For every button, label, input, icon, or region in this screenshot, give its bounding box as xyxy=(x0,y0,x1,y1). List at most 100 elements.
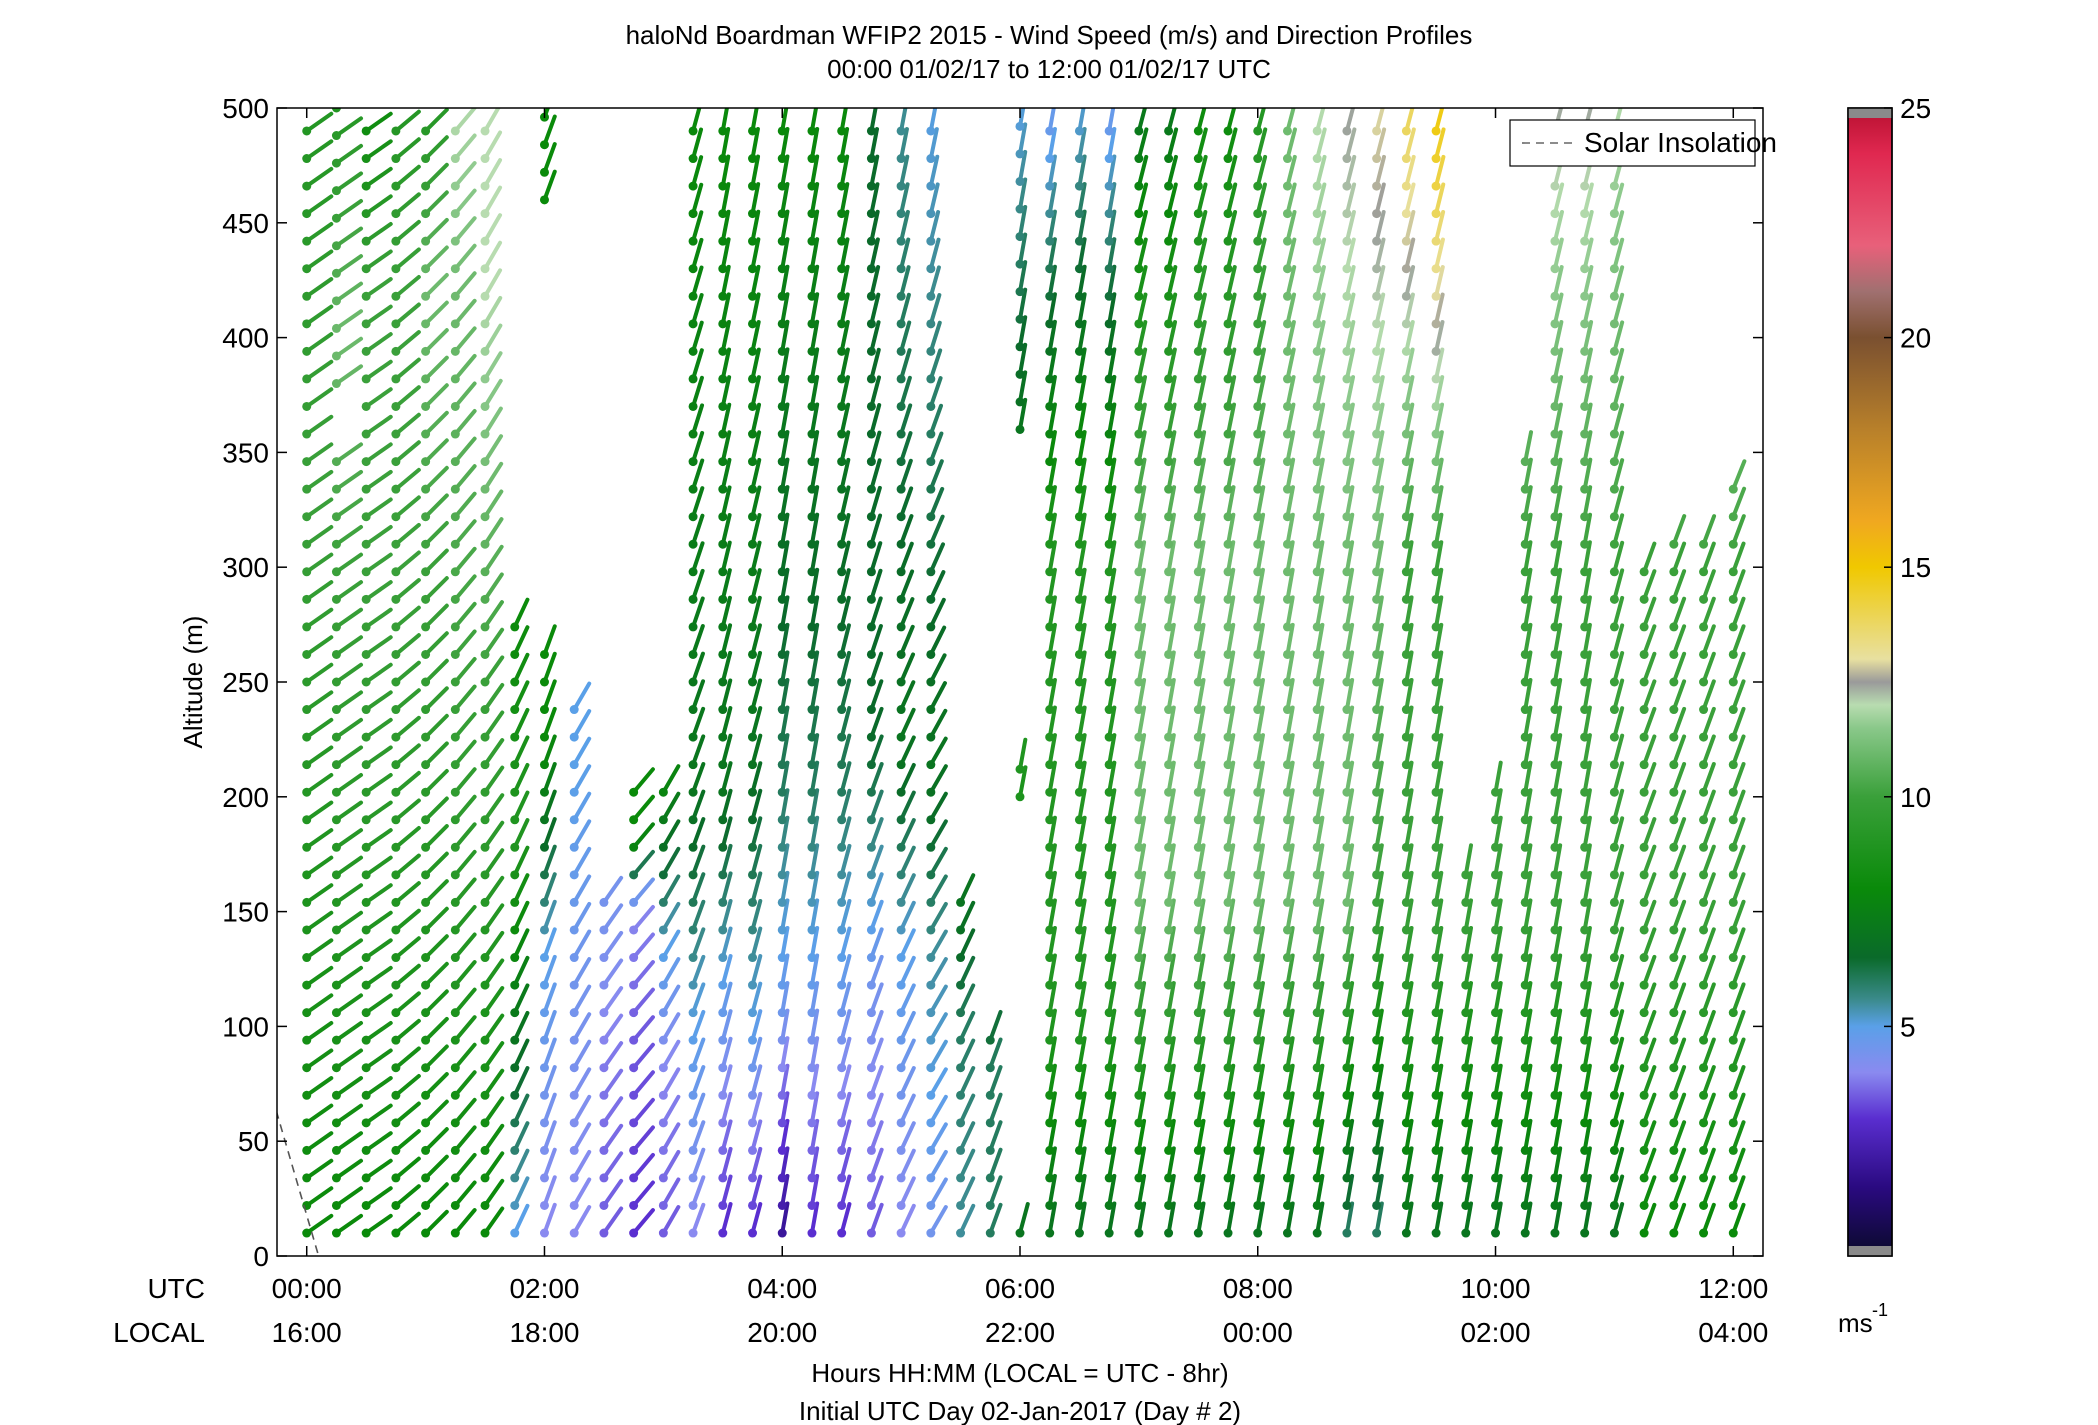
wind-barb-shaft xyxy=(720,1174,733,1208)
wind-barb-shaft xyxy=(1434,237,1445,271)
wind-barb-shaft xyxy=(1077,1036,1087,1070)
wind-barb-point xyxy=(688,484,698,494)
wind-barb-shaft xyxy=(1582,1008,1592,1043)
wind-barb-shaft xyxy=(453,987,477,1015)
wind-barb-shaft xyxy=(839,871,852,905)
wind-barb-shaft xyxy=(1731,624,1746,657)
wind-barb-point xyxy=(1193,1008,1203,1018)
wind-barb-point xyxy=(1104,1228,1114,1238)
wind-barb-shaft xyxy=(1434,1118,1444,1153)
wind-barb-point xyxy=(331,457,341,467)
wind-barb-shaft xyxy=(691,789,706,822)
wind-barb-point xyxy=(480,126,490,136)
wind-barb-shaft xyxy=(304,497,334,519)
wind-barb-point xyxy=(1372,760,1382,770)
wind-barb-point xyxy=(1193,154,1203,164)
wind-barb-point xyxy=(510,732,520,742)
wind-barb-point xyxy=(361,815,371,825)
wind-barb-point xyxy=(748,567,758,577)
wind-barb-shaft xyxy=(1285,127,1297,161)
wind-barb-shaft xyxy=(1374,430,1385,464)
wind-barb-shaft xyxy=(869,292,881,326)
wind-barb-point xyxy=(480,484,490,494)
wind-barb-shaft xyxy=(1612,210,1625,244)
wind-barb-point xyxy=(688,319,698,329)
wind-barb-point xyxy=(1669,1008,1679,1018)
wind-barb-shaft xyxy=(1731,1009,1746,1043)
wind-barb-point xyxy=(569,705,579,715)
wind-barb-shaft xyxy=(1552,182,1565,216)
wind-barb-shaft xyxy=(572,957,592,988)
wind-barb-shaft xyxy=(809,430,820,464)
wind-barb-shaft xyxy=(631,960,655,988)
wind-barb-shaft xyxy=(453,767,477,795)
wind-barb-point xyxy=(1104,374,1114,384)
wind-barb-shaft xyxy=(542,1147,557,1180)
wind-barb-shaft xyxy=(1731,844,1746,877)
wind-barb-point xyxy=(748,677,758,687)
wind-barb-point xyxy=(1164,374,1174,384)
wind-barb-point xyxy=(1580,815,1590,825)
wind-barb-point xyxy=(1431,677,1441,687)
wind-barb-point xyxy=(866,953,876,963)
wind-barb-point xyxy=(1134,512,1144,522)
wind-barb-shaft xyxy=(483,738,505,767)
wind-barb-point xyxy=(450,539,460,549)
wind-barb-point xyxy=(866,622,876,632)
wind-barb-shaft xyxy=(1493,1091,1503,1125)
wind-barb-shaft xyxy=(364,525,393,547)
wind-barb-shaft xyxy=(334,171,364,193)
wind-barb-point xyxy=(1520,622,1530,632)
wind-barb-point xyxy=(807,649,817,659)
wind-barb-point xyxy=(361,1035,371,1045)
wind-barb-shaft xyxy=(631,1042,655,1070)
wind-barb-point xyxy=(1193,1063,1203,1073)
y-tick-label: 50 xyxy=(238,1126,269,1157)
wind-barb-point xyxy=(1609,870,1619,880)
wind-barb-point xyxy=(1580,567,1590,577)
wind-barb-point xyxy=(718,1118,728,1128)
wind-barb-shaft xyxy=(1107,1063,1117,1098)
wind-barb-shaft xyxy=(423,824,449,850)
wind-barb-point xyxy=(1520,1063,1530,1073)
colorbar-border xyxy=(1847,107,1893,1257)
wind-barb-shaft xyxy=(601,875,624,905)
wind-barb-point xyxy=(1312,622,1322,632)
wind-barb-shaft xyxy=(1136,788,1147,822)
wind-barb-shaft xyxy=(1404,1173,1414,1208)
wind-barb-shaft xyxy=(1344,953,1355,988)
wind-barb-point xyxy=(1669,1145,1679,1155)
wind-barb-point xyxy=(539,167,549,177)
wind-barb-shaft xyxy=(1107,898,1117,932)
wind-barb-point xyxy=(1312,842,1322,852)
wind-barb-point xyxy=(1074,1228,1084,1238)
wind-barb-shaft xyxy=(809,264,820,299)
wind-barb-shaft xyxy=(1077,1118,1087,1153)
wind-barb-shaft xyxy=(1315,108,1326,133)
wind-barb-point xyxy=(807,815,817,825)
wind-barb-shaft xyxy=(1671,1065,1687,1098)
wind-barb-point xyxy=(837,236,847,246)
wind-barb-point xyxy=(1193,484,1203,494)
wind-barb-shaft xyxy=(899,1203,916,1236)
wind-barb-point xyxy=(748,732,758,742)
wind-barb-shaft xyxy=(1493,1036,1503,1070)
wind-barb-shaft xyxy=(928,542,946,574)
wind-barb-point xyxy=(1372,705,1382,715)
wind-barb-point xyxy=(1045,291,1055,301)
wind-barb-shaft xyxy=(483,627,505,657)
wind-barb-shaft xyxy=(661,1012,681,1043)
wind-barb-point xyxy=(837,1035,847,1045)
wind-barb-point xyxy=(837,291,847,301)
wind-barb-shaft xyxy=(691,265,704,299)
wind-barb-shaft xyxy=(483,655,505,684)
wind-barb-shaft xyxy=(1642,982,1657,1015)
wind-barb-shaft xyxy=(1107,374,1117,409)
wind-barb-point xyxy=(1728,705,1738,715)
wind-barb-shaft xyxy=(1166,788,1176,822)
wind-barb-point xyxy=(1134,594,1144,604)
wind-barb-shaft xyxy=(1226,953,1236,988)
wind-barb-shaft xyxy=(364,800,393,822)
wind-barb-shaft xyxy=(572,1067,592,1098)
wind-barb-shaft xyxy=(661,1205,681,1236)
